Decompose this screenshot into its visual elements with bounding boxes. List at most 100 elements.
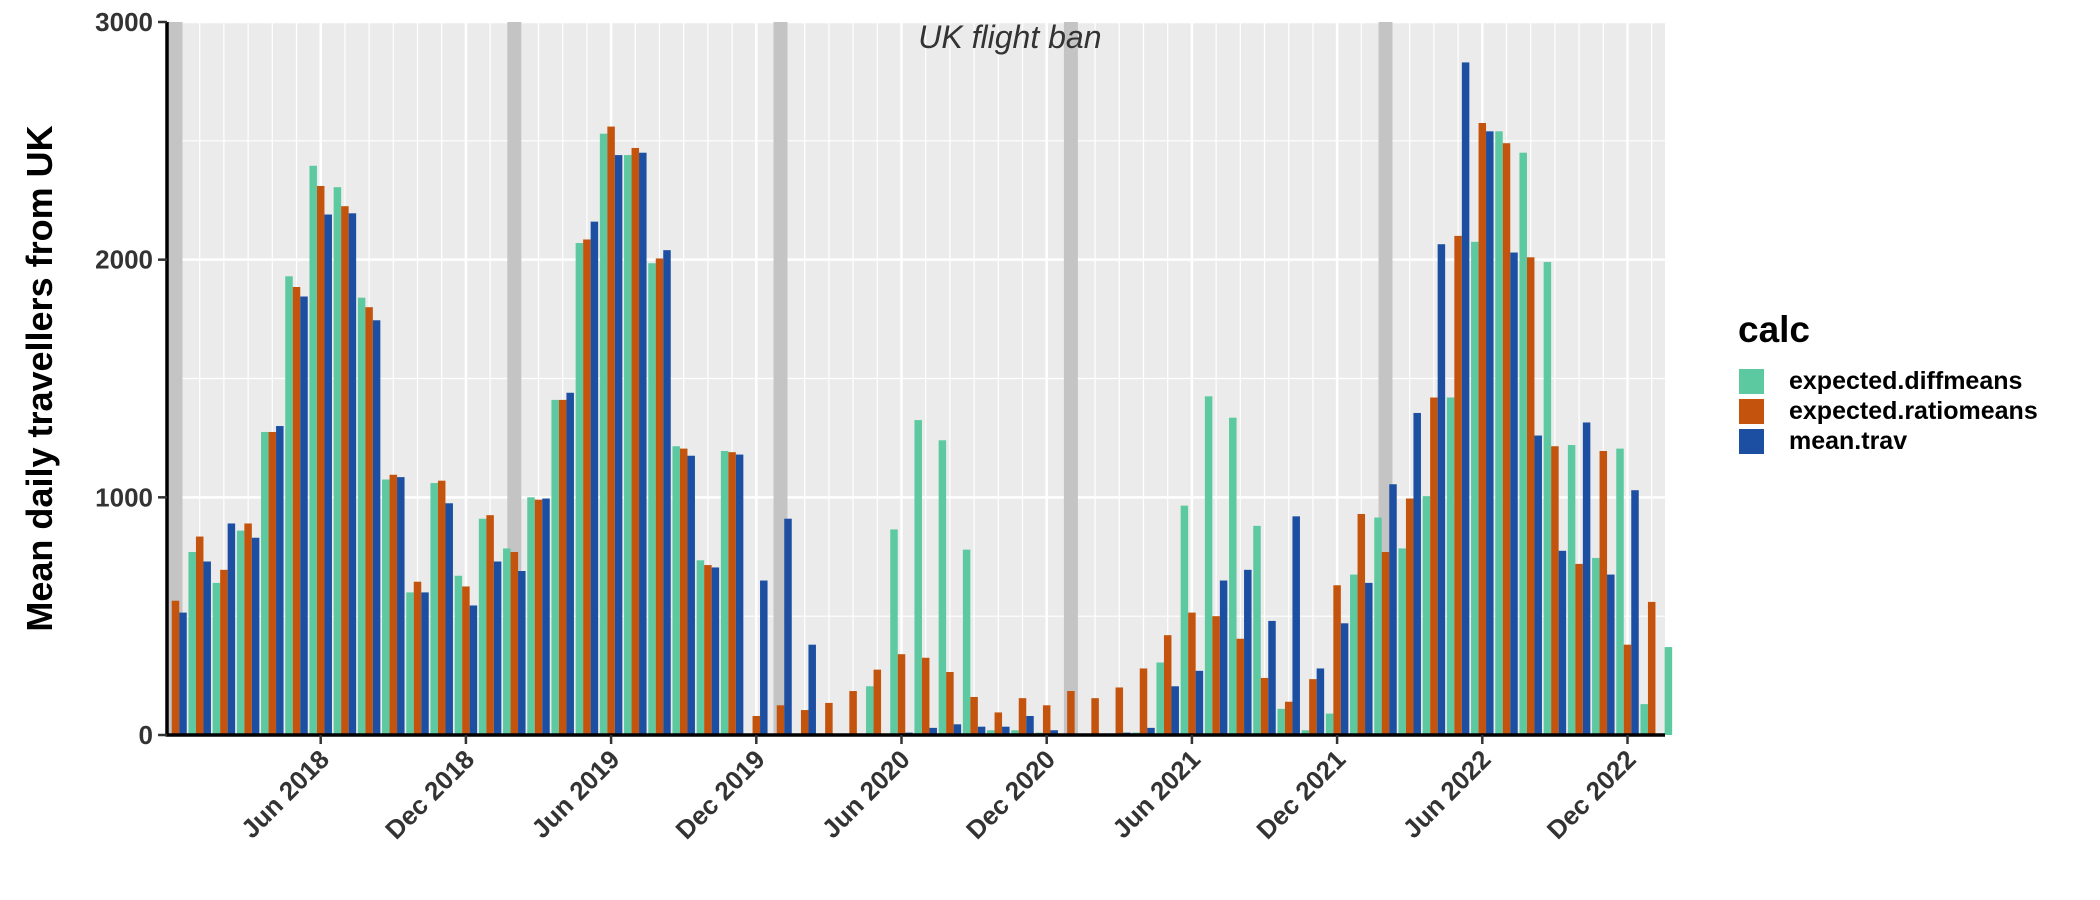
x-tick-label: Dec 2022 (1541, 744, 1642, 845)
flight-ban-annotation: UK flight ban (918, 19, 1101, 55)
bar-mean-trav (929, 727, 937, 735)
bar-expected-diffmeans (261, 431, 269, 735)
bar-mean-trav (1219, 580, 1228, 735)
bar-mean-trav (1244, 569, 1252, 735)
bar-expected-ratiomeans (1260, 677, 1269, 735)
bar-mean-trav (977, 726, 986, 735)
y-axis-title: Mean daily travellers from UK (19, 125, 60, 631)
bar-mean-trav (639, 152, 647, 735)
bar-mean-trav (1437, 244, 1446, 736)
legend-label: expected.diffmeans (1789, 367, 2022, 395)
bar-mean-trav (542, 498, 550, 735)
bar-expected-diffmeans (1374, 517, 1382, 735)
bar-expected-diffmeans (309, 165, 317, 735)
y-tick-label: 0 (139, 720, 153, 750)
bar-expected-diffmeans (357, 297, 366, 735)
bar-expected-ratiomeans (1115, 687, 1124, 735)
bar-expected-ratiomeans (728, 452, 736, 735)
bar-expected-ratiomeans (1647, 601, 1656, 735)
bar-expected-diffmeans (1398, 548, 1406, 735)
bar-mean-trav (469, 605, 478, 735)
bar-expected-diffmeans (188, 551, 196, 735)
bar-mean-trav (1195, 670, 1204, 735)
bar-expected-ratiomeans (292, 286, 301, 735)
bar-expected-ratiomeans (1381, 551, 1390, 735)
bar-expected-ratiomeans (341, 206, 349, 736)
bar-expected-ratiomeans (1623, 644, 1632, 735)
flight-ban-marker (168, 22, 183, 735)
bar-expected-ratiomeans (776, 705, 785, 735)
bar-expected-ratiomeans (195, 536, 204, 735)
bar-expected-ratiomeans (534, 499, 543, 735)
bar-mean-trav (300, 296, 308, 735)
bar-expected-ratiomeans (220, 569, 228, 735)
bar-expected-ratiomeans (486, 515, 494, 735)
bar-expected-diffmeans (1011, 730, 1019, 735)
x-tick-label: Jun 2018 (235, 744, 335, 844)
bar-expected-ratiomeans (462, 586, 470, 735)
bar-expected-ratiomeans (1478, 123, 1487, 736)
bar-mean-trav (1558, 550, 1567, 735)
bar-expected-diffmeans (1664, 647, 1673, 735)
bar-expected-ratiomeans (849, 691, 857, 735)
bar-expected-ratiomeans (437, 480, 446, 735)
bar-expected-ratiomeans (1284, 701, 1293, 735)
bar-expected-ratiomeans (1333, 585, 1341, 735)
bar-mean-trav (1292, 516, 1300, 735)
bar-expected-diffmeans (212, 582, 221, 735)
bar-expected-ratiomeans (873, 669, 882, 735)
bar-expected-ratiomeans (897, 654, 906, 735)
bar-expected-ratiomeans (921, 657, 930, 735)
bar-mean-trav (1461, 62, 1470, 736)
bar-expected-diffmeans (624, 155, 632, 736)
bar-expected-ratiomeans (1042, 705, 1051, 735)
bar-expected-diffmeans (696, 560, 705, 735)
bar-mean-trav (445, 503, 453, 735)
bar-expected-ratiomeans (1526, 257, 1535, 735)
bar-expected-diffmeans (285, 276, 293, 735)
bar-expected-ratiomeans (1502, 143, 1511, 735)
bar-mean-trav (203, 561, 211, 735)
legend-key (1739, 399, 1764, 424)
bar-expected-ratiomeans (316, 185, 325, 736)
legend-label: mean.trav (1789, 427, 1907, 455)
bar-expected-ratiomeans (994, 712, 1003, 735)
bar-mean-trav (1486, 131, 1494, 735)
bar-mean-trav (397, 477, 405, 735)
flight-ban-marker (1063, 22, 1078, 735)
x-tick-label: Dec 2021 (1250, 744, 1351, 845)
bar-mean-trav (566, 392, 574, 735)
bar-mean-trav (276, 426, 284, 735)
axes (165, 22, 1665, 737)
bar-mean-trav (1268, 620, 1276, 735)
bar-expected-diffmeans (382, 479, 390, 735)
bar-expected-diffmeans (1543, 262, 1552, 735)
bar-expected-ratiomeans (1067, 691, 1075, 735)
bar-expected-diffmeans (866, 686, 874, 735)
bar-mean-trav (808, 644, 816, 735)
legend-items: expected.diffmeansexpected.ratiomeansmea… (1739, 367, 2038, 455)
bar-expected-ratiomeans (704, 565, 712, 735)
bar-expected-ratiomeans (970, 696, 978, 735)
x-tick-label: Jun 2019 (525, 744, 625, 844)
bar-expected-ratiomeans (389, 474, 398, 735)
bar-mean-trav (590, 221, 599, 735)
bar-expected-ratiomeans (631, 147, 640, 736)
bar-expected-ratiomeans (1018, 698, 1027, 735)
bar-expected-ratiomeans (679, 448, 688, 735)
bar-mean-trav (1607, 574, 1615, 735)
bar-mean-trav (663, 250, 671, 735)
bar-expected-ratiomeans (1091, 698, 1099, 735)
bar-mean-trav (227, 523, 236, 735)
bar-expected-ratiomeans (752, 715, 761, 735)
bar-expected-ratiomeans (365, 307, 373, 735)
bar-expected-diffmeans (1253, 525, 1261, 735)
bar-mean-trav (493, 561, 502, 735)
bar-expected-ratiomeans (1236, 638, 1245, 735)
bar-expected-ratiomeans (558, 399, 567, 735)
bar-expected-ratiomeans (655, 258, 664, 735)
bar-expected-ratiomeans (171, 600, 180, 735)
x-tick-label: Dec 2019 (670, 744, 771, 845)
bar-expected-ratiomeans (1163, 635, 1172, 735)
bar-expected-ratiomeans (1212, 616, 1220, 735)
